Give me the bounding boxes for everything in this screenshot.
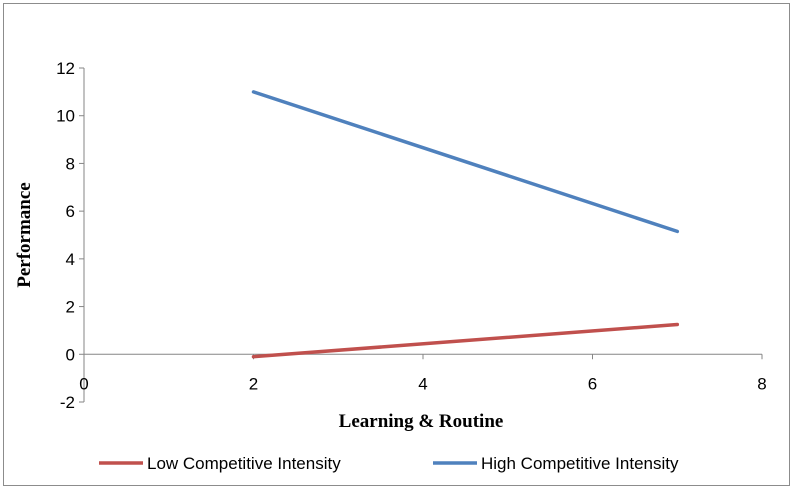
legend-label: High Competitive Intensity xyxy=(481,454,679,473)
x-axis-title: Learning & Routine xyxy=(339,411,504,432)
y-axis-title: Performance xyxy=(14,182,35,288)
x-tick-label: 2 xyxy=(249,374,258,393)
y-tick-label: 4 xyxy=(66,250,75,269)
y-tick-label: 12 xyxy=(56,59,75,78)
x-tick-label: 6 xyxy=(588,374,597,393)
x-tick-label: 8 xyxy=(757,374,766,393)
x-tick-label: 4 xyxy=(418,374,427,393)
series-line-low xyxy=(251,322,680,359)
x-tick-label: 0 xyxy=(79,374,88,393)
series-line-high xyxy=(251,90,680,234)
y-tick-label: 8 xyxy=(66,154,75,173)
y-tick-label: 10 xyxy=(56,107,75,126)
axes xyxy=(79,67,763,403)
y-tick-label: 6 xyxy=(66,202,75,221)
y-tick-label: 2 xyxy=(66,298,75,317)
legend-label: Low Competitive Intensity xyxy=(147,454,341,473)
legend: Low Competitive Intensity High Competitiv… xyxy=(99,454,679,473)
chart-frame xyxy=(3,3,790,486)
y-tick-label: 0 xyxy=(66,345,75,364)
y-tick-label: -2 xyxy=(60,393,75,412)
series-lines xyxy=(251,90,680,359)
